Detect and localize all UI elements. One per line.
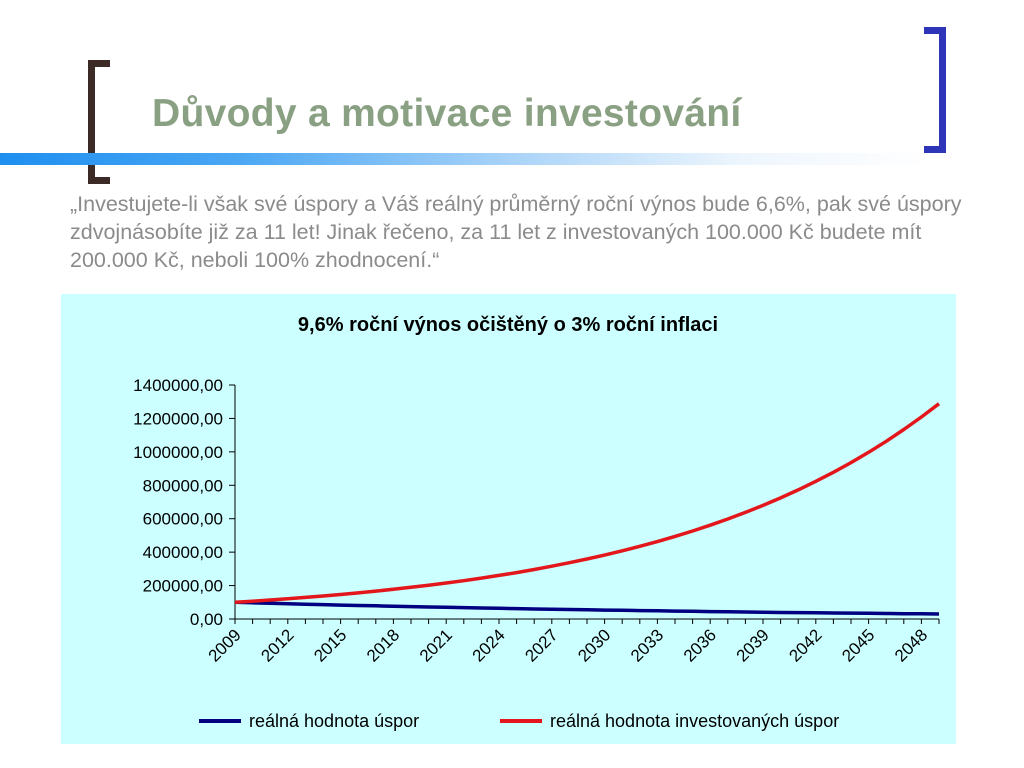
right-bracket-decoration [924, 27, 946, 153]
left-bracket-decoration [88, 60, 110, 184]
x-tick-label: 2009 [205, 625, 245, 665]
x-tick-label: 2039 [733, 625, 773, 665]
y-tick-label: 600000,00 [143, 510, 223, 529]
x-tick-label: 2015 [310, 625, 350, 665]
series-lines [234, 402, 941, 616]
chart-panel: 9,6% roční výnos očištěný o 3% roční inf… [61, 294, 956, 744]
x-tick-label: 2027 [521, 625, 561, 665]
y-tick-label: 1400000,00 [133, 376, 223, 395]
series-line-savings [234, 600, 940, 616]
chart-title: 9,6% roční výnos očištěný o 3% roční inf… [298, 314, 718, 336]
title-underline-bar [0, 153, 930, 165]
x-tick-label: 2036 [680, 625, 720, 665]
quote-text: „Investujete-li však své úspory a Váš re… [70, 192, 962, 272]
x-tick-label: 2021 [416, 625, 456, 665]
line-chart: 9,6% roční výnos očištěný o 3% roční inf… [133, 314, 941, 731]
y-tick-label: 1000000,00 [133, 443, 223, 462]
x-tick-label: 2018 [363, 625, 403, 665]
x-tick-label: 2024 [469, 625, 509, 665]
y-tick-label: 400000,00 [143, 543, 223, 562]
x-tick-label: 2045 [838, 625, 878, 665]
y-tick-label: 200000,00 [143, 577, 223, 596]
x-tick-label: 2048 [891, 625, 931, 665]
slide-title: Důvody a motivace investování [152, 92, 742, 135]
x-tick-label: 2030 [574, 625, 614, 665]
legend: reálná hodnota úspor reálná hodnota inves… [199, 711, 839, 731]
y-axis: 0,00 200000,00 400000,00 600000,00 800000,00… [133, 376, 236, 629]
x-tick-label: 2042 [785, 625, 825, 665]
series-line-invested [234, 402, 941, 605]
x-tick-label: 2033 [627, 625, 667, 665]
x-axis: 2009 2012 2015 2018 2021 2024 2027 2030 2033 2036… [205, 618, 940, 666]
x-tick-label: 2012 [257, 625, 297, 665]
legend-label: reálná hodnota investovaných úspor [550, 711, 839, 731]
y-tick-label: 0,00 [190, 610, 223, 629]
y-tick-label: 800000,00 [143, 476, 223, 495]
y-tick-label: 1200000,00 [133, 409, 223, 428]
legend-label: reálná hodnota úspor [249, 711, 419, 731]
